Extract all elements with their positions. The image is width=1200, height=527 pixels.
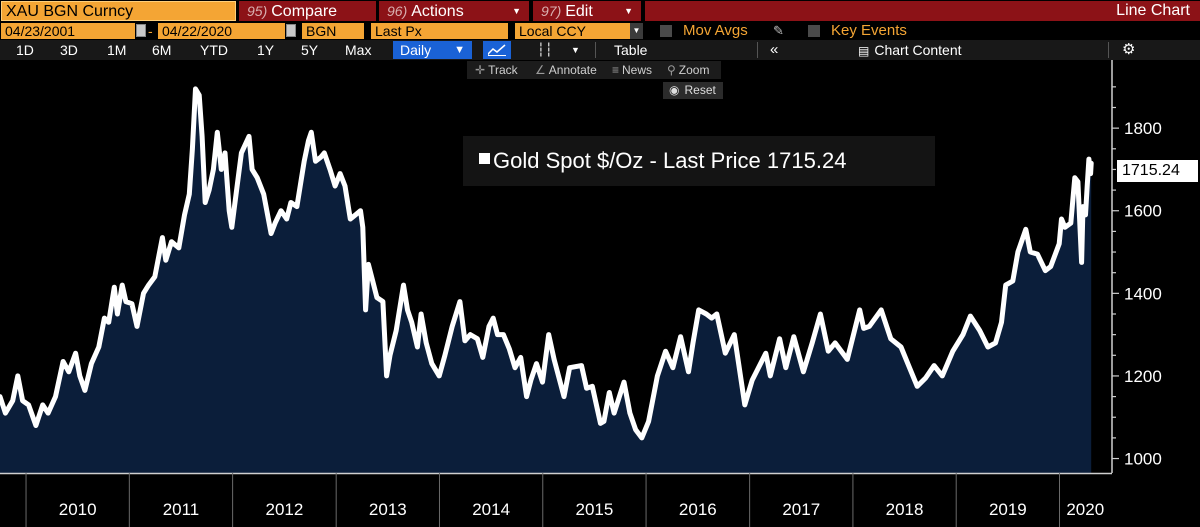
legend-series-name: Gold Spot $/Oz - Last Price [493, 148, 761, 173]
chevron-down-icon[interactable]: ▼ [630, 23, 643, 39]
view-title: Line Chart [645, 1, 1200, 21]
x-tick-label: 2016 [679, 500, 717, 519]
period-1m[interactable]: 1M [107, 42, 127, 58]
line-chart-icon[interactable] [483, 41, 511, 59]
reset-icon: ◉ [669, 83, 680, 97]
actions-label: Actions [411, 3, 464, 20]
x-tick-label: 2017 [782, 500, 820, 519]
chart-tools-bar: ✛ Track ∠ Annotate ≡ News ⚲ Zoom [467, 61, 721, 79]
price-chart[interactable]: 1000 1200 1400 1600 1800 2010 2011 2012 2013 201… [0, 60, 1200, 527]
y-tick-label: 1000 [1124, 450, 1162, 469]
divider [595, 42, 596, 58]
parameters-bar: 04/23/2001 - 04/22/2020 BGN Last Px Loca… [0, 22, 1200, 40]
chevron-down-icon: ▼ [454, 44, 465, 56]
period-5y[interactable]: 5Y [301, 42, 319, 58]
edit-label: Edit [565, 3, 593, 20]
x-tick-label: 2011 [163, 500, 200, 519]
divider [1108, 42, 1109, 58]
track-tool[interactable]: ✛ Track [475, 61, 518, 79]
x-tick-label: 2012 [265, 500, 303, 519]
frequency-select[interactable]: Daily ▼ [393, 41, 472, 59]
key-events-checkbox[interactable] [808, 25, 820, 37]
calendar-icon[interactable] [286, 24, 296, 37]
track-label: Track [488, 63, 518, 77]
x-tick-label: 2013 [369, 500, 407, 519]
period-1y[interactable]: 1Y [257, 42, 275, 58]
x-tick-label: 2014 [472, 500, 510, 519]
actions-button[interactable]: 96) Actions ▼ [379, 1, 529, 21]
x-tick-label: 2015 [575, 500, 613, 519]
frequency-label: Daily [400, 42, 432, 58]
news-label: News [622, 63, 653, 77]
divider [757, 42, 758, 58]
period-bar: 1D 3D 1M 6M YTD 1Y 5Y Max Daily ▼ ┆┆ ▼ T… [0, 40, 1200, 60]
period-ytd[interactable]: YTD [200, 42, 228, 58]
chart-content-icon: ▤ [858, 44, 870, 58]
actions-key: 96) [387, 3, 408, 19]
series-area [0, 88, 1092, 474]
zoom-tool[interactable]: ⚲ Zoom [667, 61, 709, 79]
chart-content-label: Chart Content [874, 42, 962, 58]
chart-content-button[interactable]: ▤ Chart Content [858, 40, 962, 61]
gear-icon[interactable]: ⚙ [1122, 41, 1136, 58]
crosshair-icon: ✛ [475, 63, 486, 77]
key-events-label[interactable]: Key Events [831, 22, 907, 39]
currency-select[interactable]: Local CCY [515, 23, 630, 39]
x-tick-label: 2018 [886, 500, 924, 519]
last-price-label: 1715.24 [1117, 160, 1198, 182]
mov-avgs-checkbox[interactable] [660, 25, 672, 37]
y-tick-label: 1200 [1124, 367, 1162, 386]
security-field[interactable]: XAU BGN Curncy [1, 1, 236, 21]
annotate-label: Annotate [548, 63, 597, 77]
period-3d[interactable]: 3D [60, 42, 78, 58]
series-line-gold-spot[interactable] [0, 86, 1094, 441]
compare-key: 95) [247, 3, 268, 19]
period-max[interactable]: Max [345, 42, 372, 58]
y-tick-label: 1400 [1124, 284, 1162, 303]
reset-label: Reset [684, 83, 716, 97]
bar-chart-icon[interactable]: ┆┆ [537, 42, 553, 57]
table-button[interactable]: Table [614, 42, 648, 58]
legend-swatch [479, 153, 490, 164]
function-bar: XAU BGN Curncy 95) Compare 96) Actions ▼ 9… [0, 0, 1200, 22]
source-field[interactable]: BGN [302, 23, 364, 39]
period-1d[interactable]: 1D [16, 42, 34, 58]
double-chevron-left-icon[interactable]: « [770, 41, 779, 58]
legend-series-value: 1715.24 [766, 148, 847, 173]
legend-entry: Gold Spot $/Oz - Last Price 1715.24 [493, 136, 846, 186]
start-date-field[interactable]: 04/23/2001 [1, 23, 135, 39]
annotate-tool[interactable]: ∠ Annotate [535, 61, 597, 79]
news-icon: ≡ [612, 63, 620, 77]
edit-key: 97) [541, 3, 562, 19]
annotate-icon: ∠ [535, 63, 546, 77]
x-tick-label: 2020 [1066, 500, 1104, 519]
x-axis-band [0, 473, 1200, 527]
x-tick-label: 2010 [59, 500, 97, 519]
chevron-down-icon[interactable]: ▼ [571, 45, 580, 55]
date-range-dash: - [148, 23, 153, 39]
period-6m[interactable]: 6M [152, 42, 172, 58]
mov-avgs-label[interactable]: Mov Avgs [683, 22, 748, 39]
y-tick-label: 1600 [1124, 202, 1162, 221]
chart-legend[interactable]: Gold Spot $/Oz - Last Price 1715.24 [463, 136, 935, 186]
chevron-down-icon: ▼ [512, 6, 521, 16]
x-tick-label: 2019 [989, 500, 1027, 519]
calendar-icon[interactable] [136, 24, 146, 37]
reset-button[interactable]: ◉ Reset [663, 82, 723, 99]
magnifier-icon: ⚲ [667, 63, 676, 77]
price-field-select[interactable]: Last Px [371, 23, 508, 39]
zoom-label: Zoom [678, 63, 710, 77]
compare-button[interactable]: 95) Compare [239, 1, 376, 21]
pencil-icon[interactable]: ✎ [773, 23, 784, 38]
edit-button[interactable]: 97) Edit ▼ [533, 1, 641, 21]
compare-label: Compare [271, 3, 338, 20]
chevron-down-icon: ▼ [624, 6, 633, 16]
end-date-field[interactable]: 04/22/2020 [158, 23, 285, 39]
y-tick-label: 1800 [1124, 119, 1162, 138]
news-tool[interactable]: ≡ News [612, 61, 652, 79]
